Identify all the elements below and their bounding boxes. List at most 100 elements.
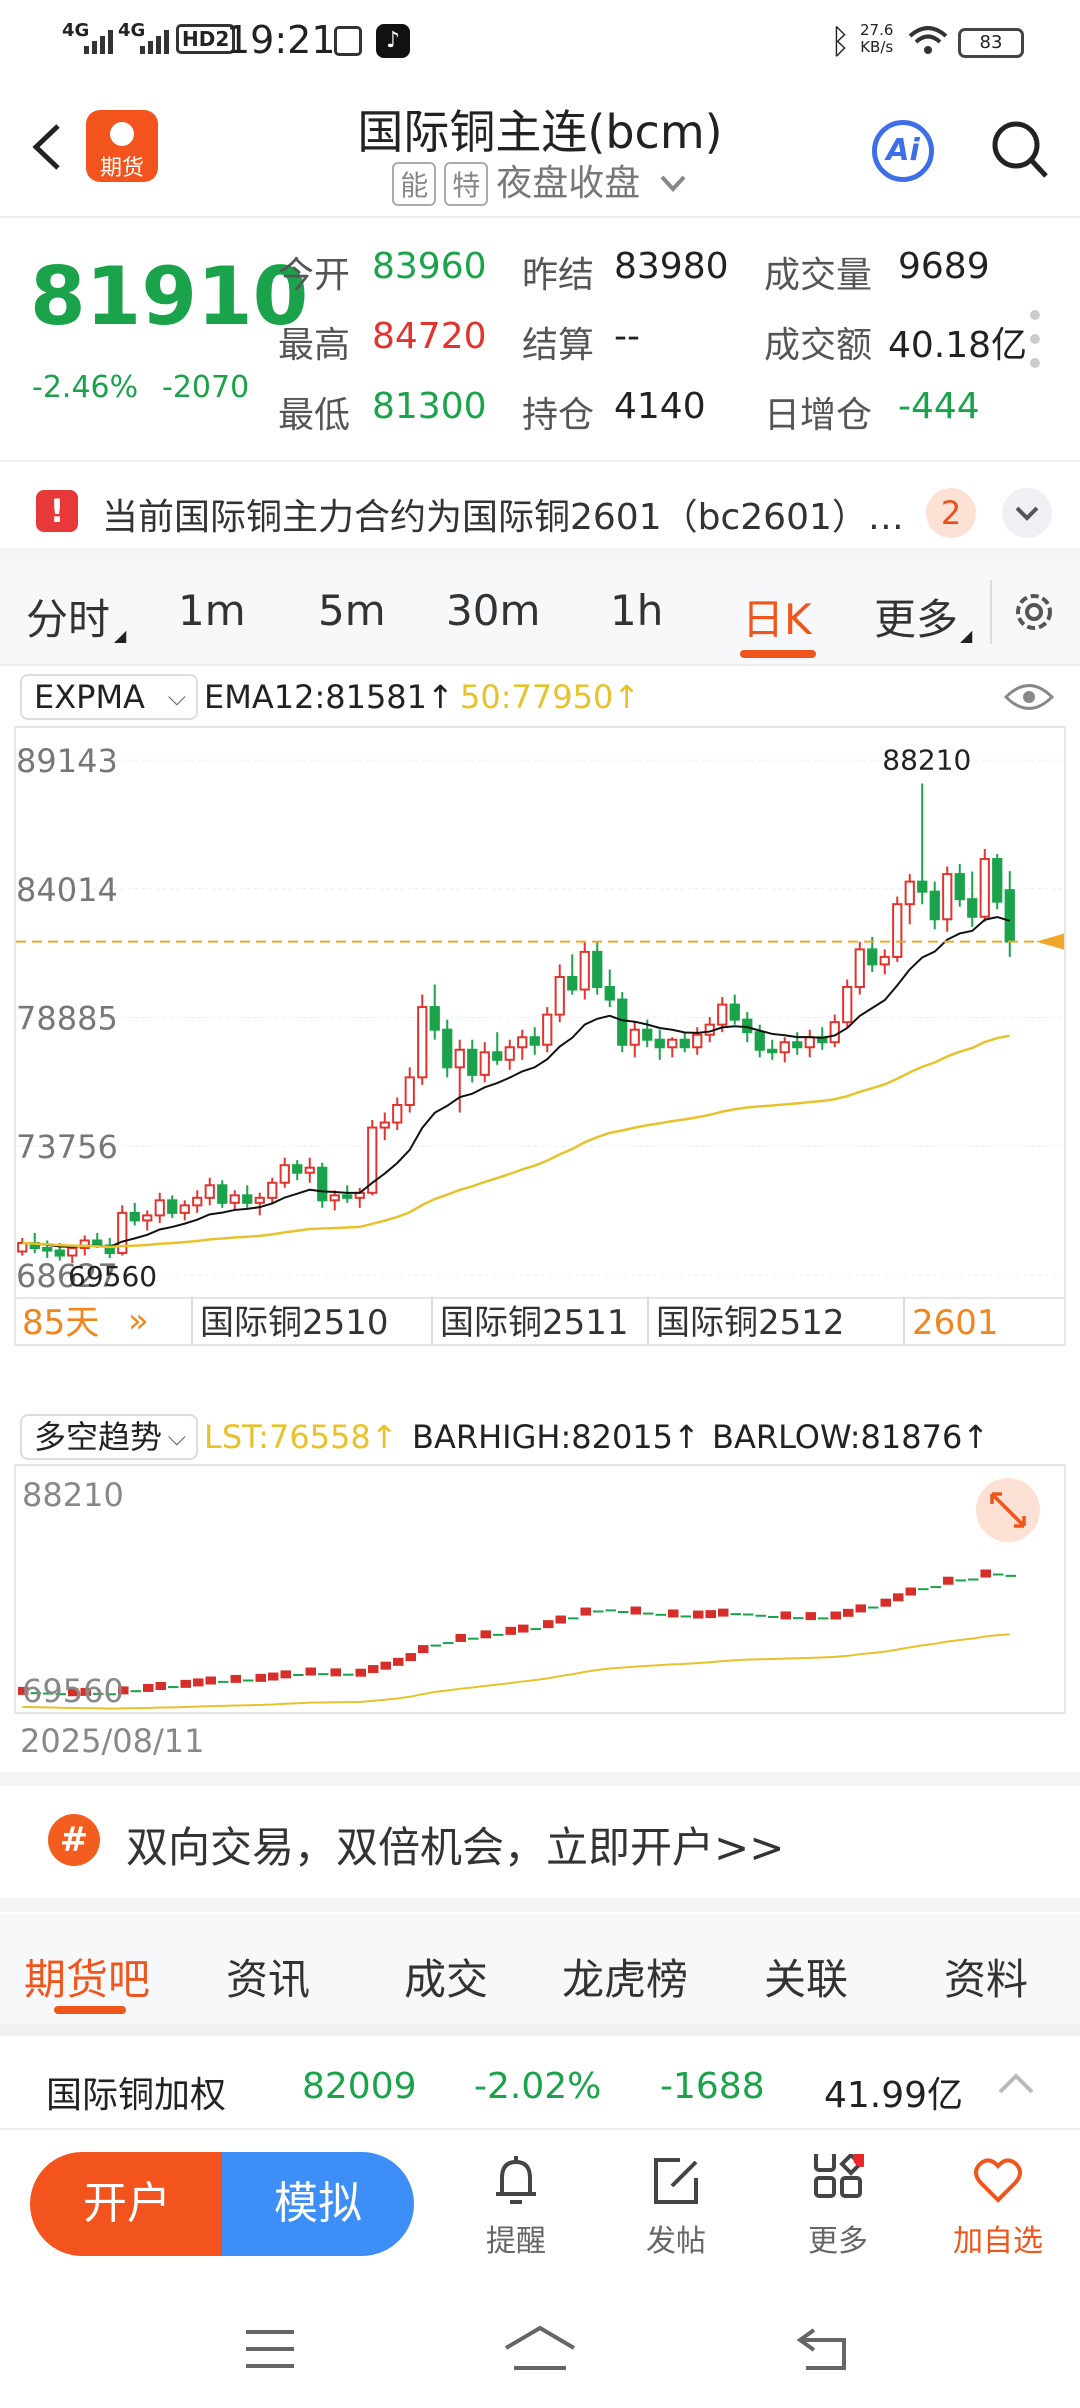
candle-up [829, 1021, 840, 1044]
fullscreen-icon[interactable] [976, 1478, 1040, 1542]
trend-bar [805, 1612, 816, 1621]
promo-banner[interactable]: # 双向交易，双倍机会，立即开户>> [0, 1772, 1080, 1912]
tab-1m[interactable]: 1m [178, 586, 246, 635]
trend-bar [280, 1670, 291, 1679]
trend-bar [180, 1679, 191, 1688]
tab-daily-k[interactable]: 日K [742, 595, 812, 644]
tab-trades[interactable]: 成交 [404, 1955, 489, 2004]
indicator-select[interactable]: EXPMA ⌵ [20, 674, 198, 720]
candle-up [517, 1036, 528, 1049]
trend-bar [780, 1611, 791, 1620]
trend-bar [255, 1673, 266, 1682]
trend-bar [493, 1633, 504, 1636]
home-icon[interactable] [504, 2324, 576, 2372]
trend-bar [18, 1686, 29, 1695]
eye-icon[interactable] [1004, 680, 1054, 714]
chevron-up-icon[interactable] [996, 2070, 1036, 2096]
trend-bar [205, 1676, 216, 1685]
tab-leaderboard[interactable]: 龙虎榜 [562, 1955, 689, 2004]
futures-logo: 期货 [86, 110, 158, 182]
more-dots-icon[interactable] [1030, 310, 1040, 382]
open-interest-label: 持仓 [522, 395, 595, 436]
remind-button[interactable]: 提醒 [456, 2154, 576, 2260]
tab-related[interactable]: 关联 [764, 1955, 849, 2004]
more-button[interactable]: 更多 [778, 2154, 898, 2260]
bell-icon [496, 2156, 536, 2204]
tab-5m[interactable]: 5m [318, 586, 386, 635]
trend-bar [230, 1674, 241, 1683]
settle-label: 结算 [522, 325, 595, 366]
open-account-button[interactable]: 开户 [30, 2152, 224, 2256]
trend-bar [405, 1653, 416, 1662]
kline-chart[interactable]: 89143 84014 78885 73756 68627 88210 69560 85天 » 国… [14, 726, 1066, 1346]
back-arrow-icon[interactable] [28, 122, 68, 172]
sub-top-label: 88210 [22, 1476, 124, 1514]
candle-up [854, 948, 865, 989]
candle-down [317, 1166, 328, 1202]
post-button[interactable]: 发帖 [616, 2154, 736, 2260]
tab-info[interactable]: 资料 [944, 1955, 1029, 2004]
notice-text: 当前国际铜主力合约为国际铜2601（bc2601）… [102, 497, 904, 538]
settle-value: -- [614, 316, 640, 357]
start-date-label: 2025/08/11 [20, 1722, 205, 1760]
trend-bar [605, 1609, 616, 1612]
candle-up [417, 1006, 428, 1079]
sub-indicator-select[interactable]: 多空趋势 ⌵ [20, 1414, 198, 1460]
contract-notice[interactable]: ! 当前国际铜主力合约为国际铜2601（bc2601）… 2 [0, 460, 1080, 560]
trend-bar [293, 1673, 304, 1676]
trend-bar [368, 1665, 379, 1674]
contract-label: 2601 [912, 1303, 999, 1343]
ai-assistant-icon[interactable]: Ai [872, 120, 934, 182]
candle-up [154, 1199, 165, 1217]
grid-icon [814, 2154, 864, 2198]
trend-bar [918, 1588, 929, 1591]
candle-up [279, 1164, 290, 1184]
bluetooth-icon: ᛒ [830, 22, 851, 62]
session-selector[interactable]: 能特夜盘收盘 [0, 154, 1080, 206]
volume-label: 成交量 [764, 255, 873, 296]
tab-30m[interactable]: 30m [446, 586, 541, 635]
tab-more[interactable]: 更多 [874, 595, 959, 644]
tab-1h[interactable]: 1h [610, 586, 664, 635]
trend-bar [680, 1615, 691, 1618]
candle-down [54, 1249, 65, 1257]
tab-forum[interactable]: 期货吧 [24, 1955, 151, 2004]
tab-timeshare[interactable]: 分时 [26, 595, 111, 644]
gear-icon[interactable] [1008, 586, 1060, 638]
trend-bar [968, 1578, 979, 1581]
candle-down [742, 1018, 753, 1034]
page-title: 国际铜主连(bcm) [357, 105, 723, 159]
candle-up [67, 1247, 78, 1257]
candle-up [254, 1196, 265, 1204]
tab-news[interactable]: 资讯 [226, 1955, 311, 2004]
back-nav-icon[interactable] [796, 2326, 852, 2372]
wifi-icon [908, 26, 948, 54]
simulate-button[interactable]: 模拟 [222, 2152, 414, 2256]
tiktok-icon: ♪ [376, 24, 410, 58]
low-label: 最低 [278, 395, 351, 436]
weighted-index-row[interactable]: 国际铜加权 82009 -2.02% -1688 41.99亿 [0, 2024, 1080, 2130]
trend-chart[interactable]: 88210 69560 [14, 1464, 1066, 1714]
trend-bar [130, 1690, 141, 1693]
add-favorite-button[interactable]: 加自选 [938, 2154, 1058, 2260]
trend-svg: 88210 69560 [18, 1476, 1040, 1710]
trend-bar [93, 1692, 104, 1695]
ema50-line [22, 1034, 1010, 1249]
low-value: 81300 [372, 386, 487, 427]
candle-down [992, 858, 1003, 903]
oi-change-value: -444 [898, 386, 980, 427]
trend-bar [468, 1637, 479, 1640]
candle-down [429, 1006, 440, 1031]
candle-down [492, 1051, 503, 1061]
chevron-down-icon [1015, 506, 1039, 521]
candle-down [217, 1184, 228, 1204]
search-icon[interactable] [990, 118, 1050, 182]
trend-bar [443, 1642, 454, 1645]
menu-icon[interactable] [244, 2328, 296, 2370]
notice-expand-button[interactable] [1002, 488, 1052, 538]
ema12-line [22, 915, 1011, 1248]
clock: 19:21 [226, 18, 336, 62]
trend-bar [30, 1692, 41, 1695]
corner-triangle-icon: ◢ [114, 626, 127, 645]
candle-down [1004, 889, 1015, 943]
